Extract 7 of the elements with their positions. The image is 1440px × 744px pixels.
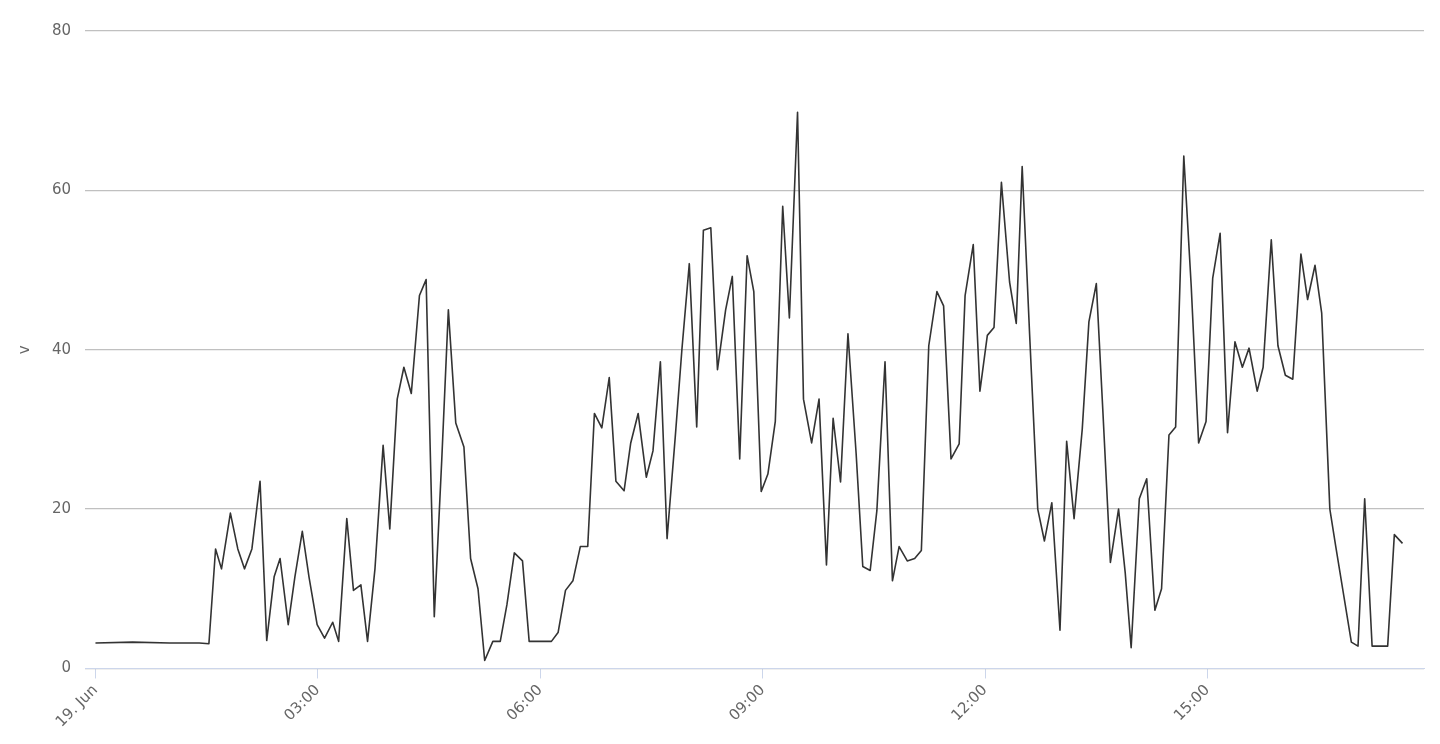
y-tick-label: 40 — [51, 339, 72, 358]
y-tick-label: 20 — [51, 498, 72, 517]
y-tick-label: 80 — [51, 20, 72, 39]
y-axis-title: v — [14, 345, 33, 355]
y-tick-label: 0 — [61, 658, 72, 677]
y-tick-label: 60 — [51, 180, 72, 199]
x-tick-label: 19. Jun — [51, 680, 102, 731]
